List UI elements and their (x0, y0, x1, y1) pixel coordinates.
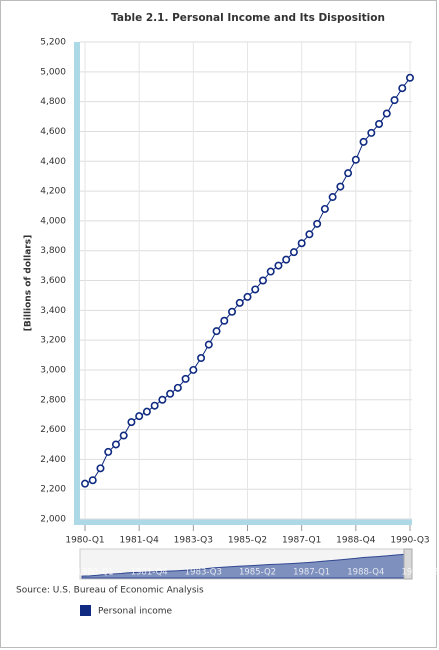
source: Source: U.S. Bureau of Economic Analysis (16, 586, 204, 596)
point (258, 276, 267, 285)
point (398, 84, 407, 93)
y-tick-label: 3,000 (40, 365, 66, 375)
point (189, 365, 198, 374)
y-tick-label: 2,600 (40, 425, 66, 435)
point (181, 374, 190, 383)
point (127, 418, 136, 427)
navigator-handle (403, 548, 413, 580)
point (344, 169, 353, 178)
y-tick-label: 2,400 (40, 455, 66, 465)
y-tick-label: 5,200 (40, 38, 66, 48)
chart-title: Table 2.1. Personal Income and Its Dispo… (111, 12, 385, 24)
y-tick-label: 2,000 (40, 515, 66, 525)
navigator-label: 1987-Q1 (293, 568, 330, 578)
y-tick-label: 4,000 (40, 216, 66, 226)
point (375, 119, 384, 128)
point (359, 137, 368, 146)
y-tick-label: 5,000 (40, 67, 66, 77)
point (328, 193, 337, 202)
point (166, 389, 175, 398)
y-tick-label: 2,200 (40, 485, 66, 495)
point (367, 128, 376, 137)
y-tick-label: 3,600 (40, 276, 66, 286)
y-tick-label: 3,200 (40, 336, 66, 346)
point (111, 440, 120, 449)
point (197, 354, 206, 363)
point (251, 285, 260, 294)
point (266, 267, 275, 276)
x-tick-label: 1990-Q3 (390, 536, 429, 546)
point (88, 476, 97, 485)
point (282, 255, 291, 264)
point (150, 401, 159, 410)
point (336, 182, 345, 191)
point (204, 340, 213, 349)
navigator-label: 1983-Q3 (185, 568, 222, 578)
point (297, 239, 306, 248)
y-axis-label: [Billions of dollars] (24, 235, 34, 331)
point (212, 327, 221, 336)
legend-swatch (80, 605, 91, 616)
point (274, 261, 283, 270)
x-tick-label: 1985-Q2 (228, 536, 267, 546)
point (173, 383, 182, 392)
point (382, 109, 391, 118)
legend-label: Personal income (98, 607, 173, 617)
y-tick-label: 3,400 (40, 306, 66, 316)
point (158, 395, 167, 404)
point (220, 316, 229, 325)
y-scrollbar (74, 42, 80, 525)
point (305, 230, 314, 239)
navigator-label: 1985-Q2 (239, 568, 276, 578)
point (390, 96, 399, 105)
point (243, 292, 252, 301)
y-tick-label: 4,200 (40, 187, 66, 197)
point (313, 219, 322, 228)
x-tick-label: 1988-Q4 (336, 536, 376, 546)
navigator-label: 1981-Q4 (131, 568, 168, 578)
navigator-label: 1980-Q1 (76, 568, 113, 578)
navigator-label: 1988-Q4 (347, 568, 384, 578)
point (405, 73, 414, 82)
navigator-area (81, 553, 411, 579)
point (135, 412, 144, 421)
point (320, 204, 329, 213)
x-tick-label: 1980-Q1 (65, 536, 104, 546)
point (81, 479, 90, 488)
point (235, 298, 244, 307)
y-tick-label: 2,800 (40, 395, 66, 405)
navigator-label: 1990-Q3 (401, 568, 438, 578)
x-scrollbar (74, 519, 412, 525)
point (228, 307, 237, 316)
point (289, 248, 298, 257)
point (119, 431, 128, 440)
x-tick-label: 1981-Q4 (120, 536, 160, 546)
y-tick-label: 4,800 (40, 97, 66, 107)
point (104, 447, 113, 456)
y-tick-label: 4,400 (40, 157, 66, 167)
point (96, 464, 105, 473)
y-tick-label: 3,800 (40, 246, 66, 256)
point (142, 407, 151, 416)
y-tick-label: 4,600 (40, 127, 66, 137)
x-tick-label: 1983-Q3 (174, 536, 213, 546)
point (351, 155, 360, 164)
x-tick-label: 1987-Q1 (282, 536, 321, 546)
